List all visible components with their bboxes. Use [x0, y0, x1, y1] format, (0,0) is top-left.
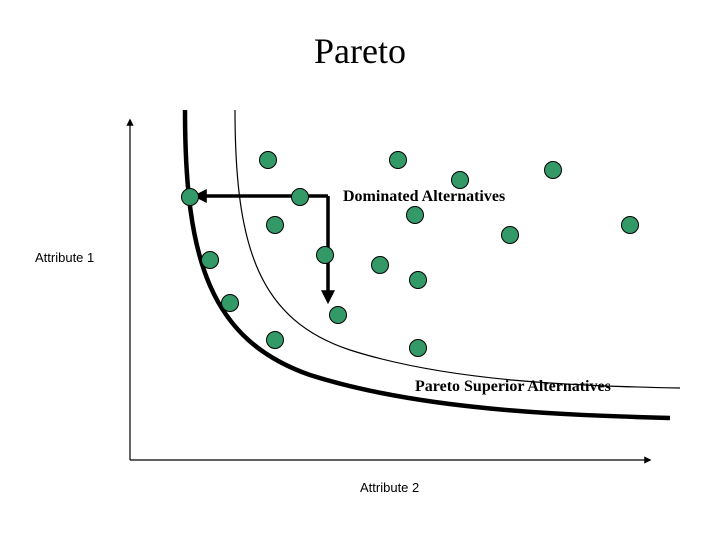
- alternative-point: [372, 257, 389, 274]
- alternative-point: [260, 152, 277, 169]
- alternative-point: [407, 207, 424, 224]
- pareto-frontier-thin: [235, 110, 680, 388]
- alternative-point: [410, 340, 427, 357]
- alternative-point: [390, 152, 407, 169]
- alternative-point: [410, 272, 427, 289]
- alternative-point: [267, 332, 284, 349]
- pareto-chart: [0, 0, 720, 540]
- alternative-points: [182, 152, 639, 357]
- alternative-point: [317, 247, 334, 264]
- alternative-point: [502, 227, 519, 244]
- alternative-point: [292, 189, 309, 206]
- alternative-point: [202, 252, 219, 269]
- alternative-point: [330, 307, 347, 324]
- alternative-point: [545, 162, 562, 179]
- alternative-point: [622, 217, 639, 234]
- alternative-point: [182, 189, 199, 206]
- alternative-point: [452, 172, 469, 189]
- alternative-point: [267, 217, 284, 234]
- alternative-point: [222, 295, 239, 312]
- pareto-frontier-thick: [185, 110, 670, 418]
